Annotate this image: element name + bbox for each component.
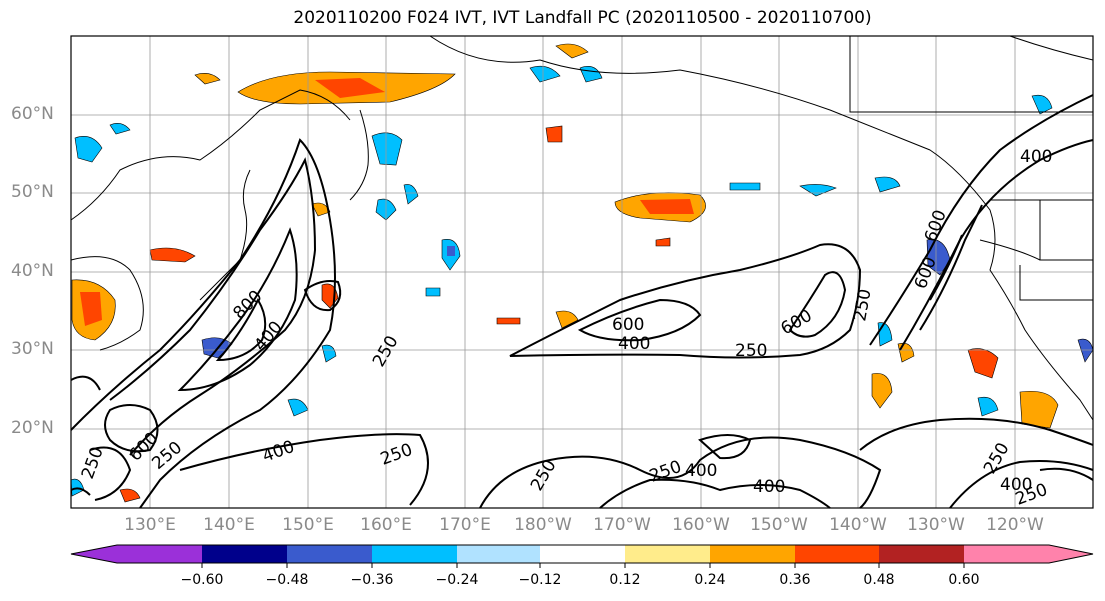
coastlines (70, 35, 1094, 421)
colorbar-tick-label: 0.36 (779, 572, 811, 588)
colorbar-tick-label: 0.60 (948, 572, 980, 588)
contour-label: 400 (1000, 475, 1032, 495)
lon-label: 130°W (907, 515, 965, 535)
lon-label: 140°W (829, 515, 887, 535)
colorbar-segment (287, 545, 372, 563)
lon-label: 170°W (593, 515, 651, 535)
colorbar-tick-label: −0.36 (350, 572, 394, 588)
lon-label: 150°E (282, 515, 334, 535)
contour-label: 400 (1020, 147, 1052, 167)
contour-label: 400 (685, 461, 717, 481)
colorbar-tick-label: −0.24 (435, 572, 479, 588)
colorbar-segment (71, 545, 202, 563)
lon-label: 150°W (750, 515, 808, 535)
colorbar-tick-label: 0.12 (609, 572, 641, 588)
lat-label: 60°N (11, 104, 54, 124)
colorbar-tick-label: −0.12 (518, 572, 562, 588)
lat-label: 20°N (11, 418, 54, 438)
map-frame (70, 35, 1094, 509)
positive-anomaly-patches (71, 43, 1059, 503)
graticule (71, 36, 1093, 508)
lon-label: 130°E (124, 515, 176, 535)
colorbar-segment (625, 545, 710, 563)
lon-label: 140°E (203, 515, 255, 535)
contour-label: 400 (753, 477, 785, 497)
lon-label: 160°W (672, 515, 730, 535)
ivt-contours (70, 94, 1094, 509)
negative-anomaly-patches (70, 65, 1094, 497)
lat-label: 30°N (11, 339, 54, 359)
colorbar-tick-label: −0.60 (180, 572, 224, 588)
contour-label: 400 (618, 334, 650, 354)
colorbar (70, 544, 1094, 568)
colorbar-tick-label: 0.48 (863, 572, 895, 588)
contour-label: 250 (735, 341, 767, 361)
colorbar-tick-label: 0.24 (694, 572, 726, 588)
lat-label: 40°N (11, 261, 54, 281)
contour-label: 600 (612, 315, 644, 335)
lat-label: 50°N (11, 182, 54, 202)
colorbar-segment (964, 545, 1093, 563)
colorbar-segment (795, 545, 879, 563)
colorbar-segment (540, 545, 625, 563)
map-title: 2020110200 F024 IVT, IVT Landfall PC (20… (293, 8, 872, 28)
lon-label: 170°E (439, 515, 491, 535)
lon-label: 160°E (360, 515, 412, 535)
lon-label: 180°W (514, 515, 572, 535)
colorbar-segment (457, 545, 540, 563)
lon-label: 120°W (986, 515, 1044, 535)
colorbar-tick-label: −0.48 (265, 572, 309, 588)
colorbar-segment (879, 545, 964, 563)
colorbar-segment (202, 545, 287, 563)
colorbar-segment (372, 545, 457, 563)
colorbar-segment (710, 545, 795, 563)
